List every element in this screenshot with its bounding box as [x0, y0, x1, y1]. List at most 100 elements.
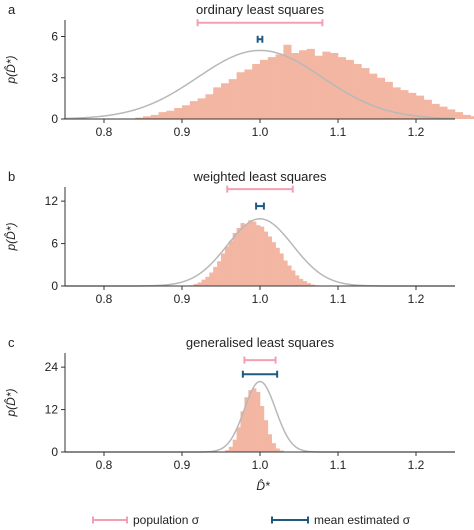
- x-axis-label: D̂*: [256, 478, 270, 493]
- y-axis-label: p(D̂*): [3, 222, 18, 251]
- histogram-bar: [322, 51, 331, 120]
- histogram-bar: [377, 77, 386, 119]
- histogram-bar: [345, 59, 354, 120]
- histogram-bar: [287, 265, 292, 286]
- y-tick-label: 12: [45, 403, 59, 417]
- histogram-bar: [209, 272, 214, 286]
- panel-letter: a: [8, 2, 16, 17]
- histogram-bar: [248, 390, 253, 453]
- histogram-bar: [182, 105, 191, 119]
- histogram-bar: [236, 228, 241, 286]
- legend-item: mean estimated σ: [271, 513, 411, 527]
- histogram-bar: [283, 260, 288, 286]
- histogram-bar: [166, 110, 175, 119]
- histogram-bar: [236, 72, 245, 119]
- x-tick-label: 1.2: [408, 458, 425, 472]
- x-tick-label: 1.1: [330, 125, 347, 139]
- histogram-bar: [236, 427, 241, 452]
- legend: population σ mean estimated σ: [92, 513, 411, 527]
- histogram-bar: [447, 109, 456, 120]
- histogram-bar: [384, 81, 393, 120]
- panel-letter: b: [8, 169, 15, 184]
- x-tick-label: 1.1: [330, 458, 347, 472]
- histogram-bar: [158, 112, 167, 120]
- histogram-bar: [174, 108, 183, 119]
- y-tick-label: 24: [45, 360, 59, 374]
- histogram-bar: [150, 114, 159, 120]
- histogram-bar: [314, 55, 323, 119]
- y-tick-label: 0: [51, 279, 58, 293]
- panels: a ordinary least squares 0.8 0.9 1.0 1.1 1.2 0 3…: [3, 2, 474, 493]
- histogram-bar: [244, 397, 249, 452]
- histogram-bar: [306, 48, 315, 119]
- chart-title: generalised least squares: [186, 335, 335, 350]
- histogram-bar: [252, 388, 257, 452]
- histogram-bar: [271, 443, 276, 452]
- histogram-bar: [361, 68, 370, 120]
- histogram-bar: [338, 57, 347, 120]
- histogram-bar: [267, 434, 272, 452]
- y-tick-label: 6: [51, 30, 58, 44]
- histogram-bar: [299, 50, 308, 119]
- legend-label: mean estimated σ: [314, 513, 411, 527]
- y-tick-label: 12: [45, 194, 59, 208]
- histogram-bar: [275, 247, 280, 286]
- histogram-bar: [260, 226, 265, 286]
- chart-panel-c: c generalised least squares 0.8 0.9 1.0 1.1 1.…: [3, 335, 455, 493]
- mean-estimated-sigma-interval: [256, 35, 264, 43]
- histogram-bar: [224, 450, 230, 452]
- histogram-bar: [244, 69, 253, 119]
- histogram-bar: [252, 221, 257, 286]
- mean-estimated-sigma-interval: [255, 202, 265, 210]
- histogram-bar: [423, 99, 432, 119]
- population-sigma-interval: [243, 356, 277, 364]
- histogram-bars: [135, 44, 474, 120]
- y-axis-label: p(D̂*): [3, 388, 18, 417]
- histogram-bar: [248, 220, 253, 286]
- histogram-bar: [189, 101, 198, 120]
- histogram-bar: [279, 253, 284, 286]
- histogram-bar: [263, 420, 269, 452]
- histogram-bar: [291, 270, 296, 286]
- histogram-bar: [306, 283, 311, 286]
- histogram-bar: [205, 94, 214, 119]
- histogram-bar: [135, 117, 144, 120]
- histogram-bar: [267, 236, 272, 286]
- legend-item: population σ: [92, 513, 200, 527]
- histogram-bar: [392, 87, 401, 120]
- histogram-bar: [240, 223, 245, 286]
- panel-letter: c: [8, 335, 15, 350]
- histogram-bar: [256, 391, 261, 452]
- x-tick-label: 1.0: [252, 125, 269, 139]
- mean-estimated-sigma-interval: [241, 370, 279, 378]
- histogram-bar: [193, 283, 198, 286]
- histogram-bar: [462, 114, 471, 120]
- histogram-bar: [232, 439, 237, 453]
- histogram-bar: [369, 73, 378, 120]
- x-tick-label: 0.9: [174, 458, 191, 472]
- y-tick-label: 0: [51, 445, 58, 459]
- histogram-bar: [470, 116, 474, 119]
- y-tick-label: 6: [51, 237, 58, 251]
- histogram-bars: [189, 220, 319, 286]
- x-tick-label: 1.0: [252, 292, 269, 306]
- histogram-bar: [205, 276, 210, 286]
- y-tick-label: 3: [51, 71, 58, 85]
- histogram-bar: [431, 103, 440, 120]
- histogram-bar: [299, 278, 304, 286]
- histogram-bar: [291, 53, 300, 119]
- histogram-bar: [400, 90, 409, 120]
- histogram-bar: [228, 240, 233, 286]
- x-tick-label: 0.9: [174, 125, 191, 139]
- histogram-bar: [439, 106, 448, 120]
- histogram-bar: [217, 261, 222, 286]
- histogram-bar: [353, 64, 362, 119]
- histogram-bar: [244, 224, 249, 286]
- histogram-bar: [224, 246, 230, 286]
- chart-panel-a: a ordinary least squares 0.8 0.9 1.0 1.1 1.2 0 3…: [3, 2, 474, 139]
- histogram-bar: [416, 95, 425, 120]
- x-tick-label: 1.0: [252, 458, 269, 472]
- histogram-bar: [232, 232, 237, 286]
- histogram-bar: [256, 225, 261, 286]
